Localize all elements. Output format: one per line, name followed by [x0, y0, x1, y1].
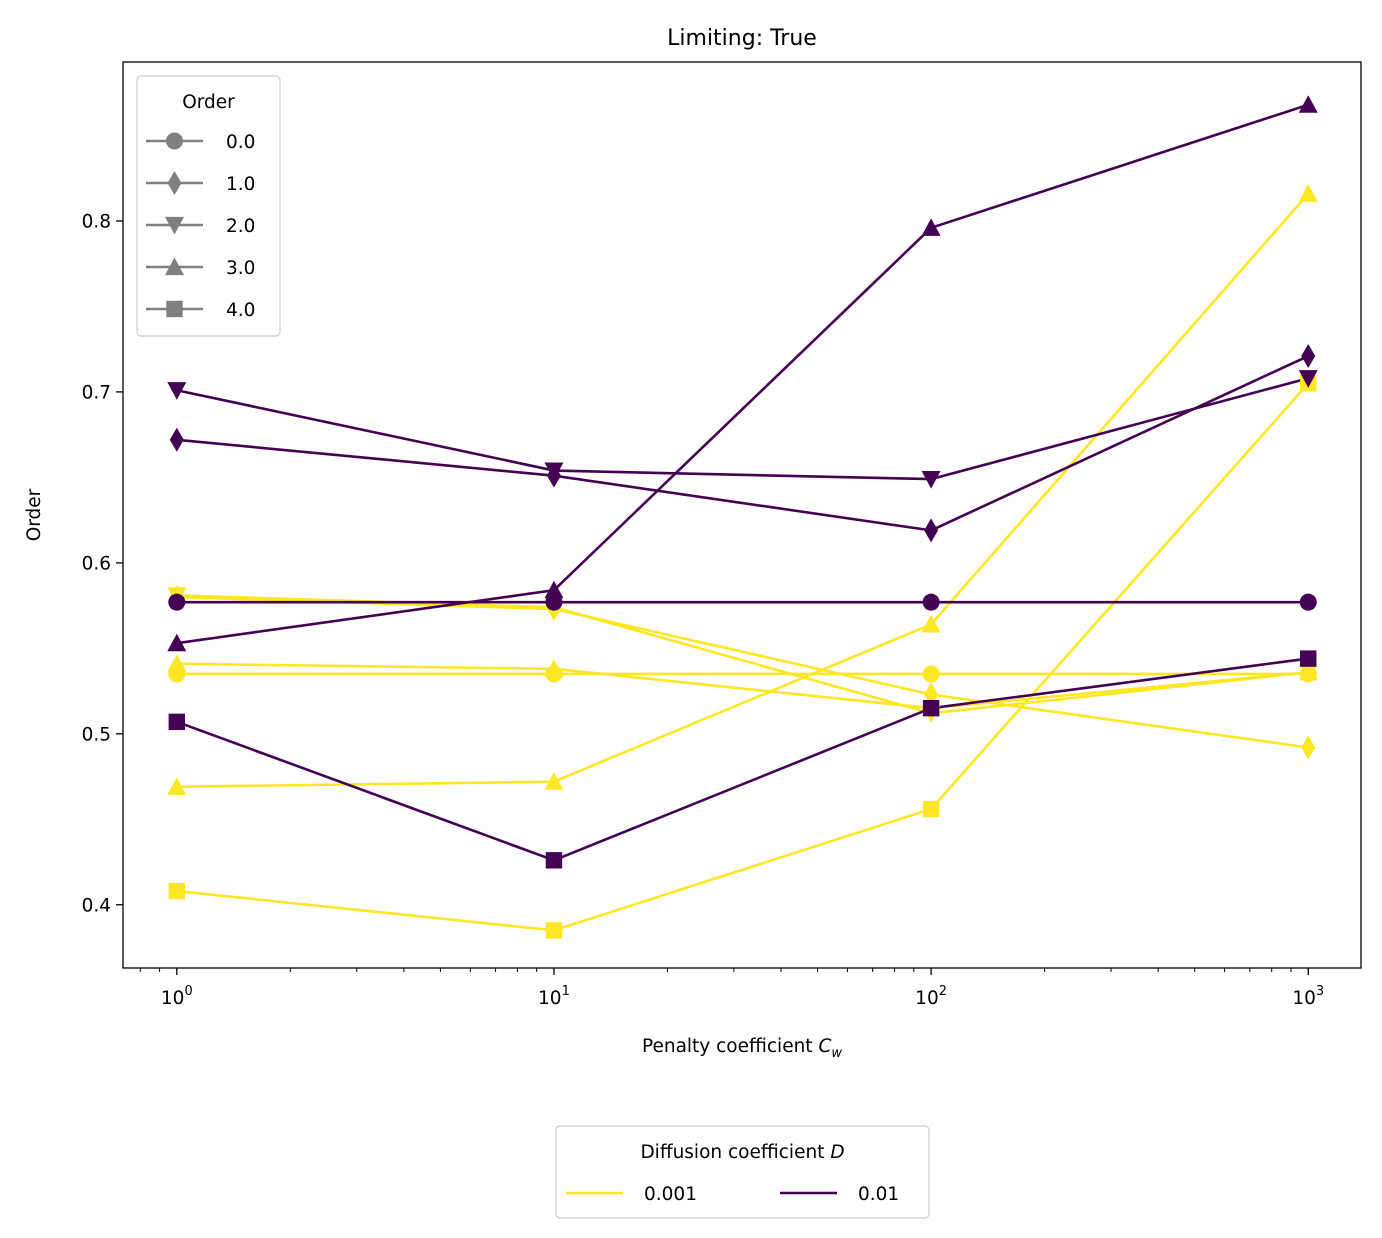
series-9-point-2 [921, 218, 941, 236]
series-3-point-0 [167, 654, 187, 672]
series-7-point-3 [1301, 344, 1316, 369]
marker-legend-title: Order [182, 92, 235, 113]
marker-legend-symbol-triangle-down [165, 216, 184, 235]
series-8-point-3 [1298, 370, 1318, 388]
series-markers [167, 95, 1318, 939]
color-legend-title-text: Diffusion coefficient [640, 1142, 830, 1163]
marker-legend-symbol-circle [166, 132, 183, 150]
series-9-point-0 [167, 633, 187, 652]
series-4-point-3 [1298, 184, 1318, 202]
series-line-8 [176, 376, 1309, 481]
marker-legend: Order 0.0 1.0 2.0 3.0 4.0 [136, 75, 281, 337]
y-tick-label: 0.5 [82, 724, 111, 745]
series-5-point-0 [168, 882, 186, 900]
series-6-point-2 [922, 593, 940, 611]
series-10-point-0 [168, 713, 186, 731]
y-tick-label: 0.4 [82, 895, 111, 916]
y-axis-ticks: 0.4 0.5 0.6 0.7 0.8 [82, 211, 123, 916]
series-0-point-2 [922, 665, 940, 683]
series-lines [176, 103, 1310, 932]
x-minor-ticks [139, 968, 1292, 972]
series-line-5 [176, 382, 1310, 932]
series-3-point-1 [544, 659, 564, 677]
series-6-point-3 [1299, 593, 1317, 611]
marker-legend-symbol-triangle-up [165, 257, 184, 276]
series-3-point-3 [1298, 662, 1318, 681]
color-legend-title-symbol: D [830, 1142, 844, 1163]
series-line-2 [176, 594, 1309, 715]
chart-title: Limiting: True [667, 26, 817, 51]
x-tick-base: 10 [161, 988, 185, 1009]
color-legend: Diffusion coefficient D 0.001 0.01 [555, 1125, 930, 1219]
series-8-point-2 [921, 471, 941, 489]
marker-legend-label: 1.0 [226, 174, 255, 195]
series-5-point-2 [922, 800, 940, 818]
marker-legend-entries: 0.0 1.0 2.0 3.0 4.0 [146, 132, 255, 321]
color-legend-label: 0.001 [644, 1184, 697, 1205]
x-axis-ticks: 100 101 102 103 [161, 968, 1324, 1009]
series-line-3 [176, 662, 1309, 710]
color-legend-frame [555, 1125, 930, 1219]
series-9-point-1 [544, 580, 564, 599]
series-10-point-1 [545, 852, 563, 869]
series-line-10 [176, 657, 1309, 862]
marker-legend-label: 2.0 [226, 216, 255, 237]
series-4-point-2 [921, 614, 941, 633]
x-tick-exponent: 3 [1316, 984, 1324, 999]
series-1-point-3 [1301, 735, 1316, 760]
color-legend-entries: 0.001 0.01 [566, 1184, 899, 1205]
series-8-point-0 [167, 382, 187, 400]
series-10-point-2 [922, 699, 940, 717]
series-4-point-1 [544, 772, 564, 790]
color-legend-label: 0.01 [858, 1184, 899, 1205]
series-6-point-0 [168, 593, 186, 611]
series-5-point-1 [545, 922, 563, 939]
series-10-point-3 [1300, 650, 1317, 667]
series-7-point-0 [169, 427, 184, 452]
x-tick-base: 10 [538, 988, 562, 1009]
y-tick-label: 0.7 [82, 382, 111, 403]
x-tick-exponent: 2 [939, 984, 947, 999]
x-tick-exponent: 0 [184, 984, 192, 999]
marker-legend-symbol-square [166, 300, 183, 318]
x-axis-label-subscript: w [831, 1046, 842, 1061]
y-tick-label: 0.8 [82, 211, 111, 232]
x-tick-label: 101 [538, 984, 570, 1009]
marker-legend-label: 4.0 [226, 300, 255, 321]
series-8-point-1 [544, 462, 564, 481]
x-tick-label: 103 [1292, 984, 1324, 1009]
x-tick-label: 100 [161, 984, 193, 1009]
x-axis-label-text: Penalty coefficient [642, 1036, 818, 1057]
series-line-7 [176, 354, 1309, 532]
plot-frame [122, 61, 1362, 969]
x-axis-label: Penalty coefficient Cw [642, 1036, 842, 1061]
x-tick-exponent: 1 [562, 984, 570, 999]
y-axis-label: Order [24, 488, 45, 541]
marker-legend-label: 0.0 [226, 132, 255, 153]
series-4-point-0 [167, 777, 187, 795]
x-tick-base: 10 [1292, 988, 1316, 1009]
series-9-point-3 [1298, 95, 1318, 113]
y-tick-label: 0.6 [82, 553, 111, 574]
x-tick-base: 10 [915, 988, 939, 1009]
marker-legend-frame [136, 75, 281, 337]
series-7-point-2 [924, 518, 939, 543]
x-tick-label: 102 [915, 984, 947, 1009]
marker-legend-label: 3.0 [226, 258, 255, 279]
color-legend-title: Diffusion coefficient D [640, 1142, 844, 1163]
series-line-4 [176, 192, 1310, 789]
x-axis-label-symbol: C [818, 1036, 831, 1057]
marker-legend-symbol-diamond [167, 171, 182, 195]
series-line-9 [176, 103, 1309, 645]
